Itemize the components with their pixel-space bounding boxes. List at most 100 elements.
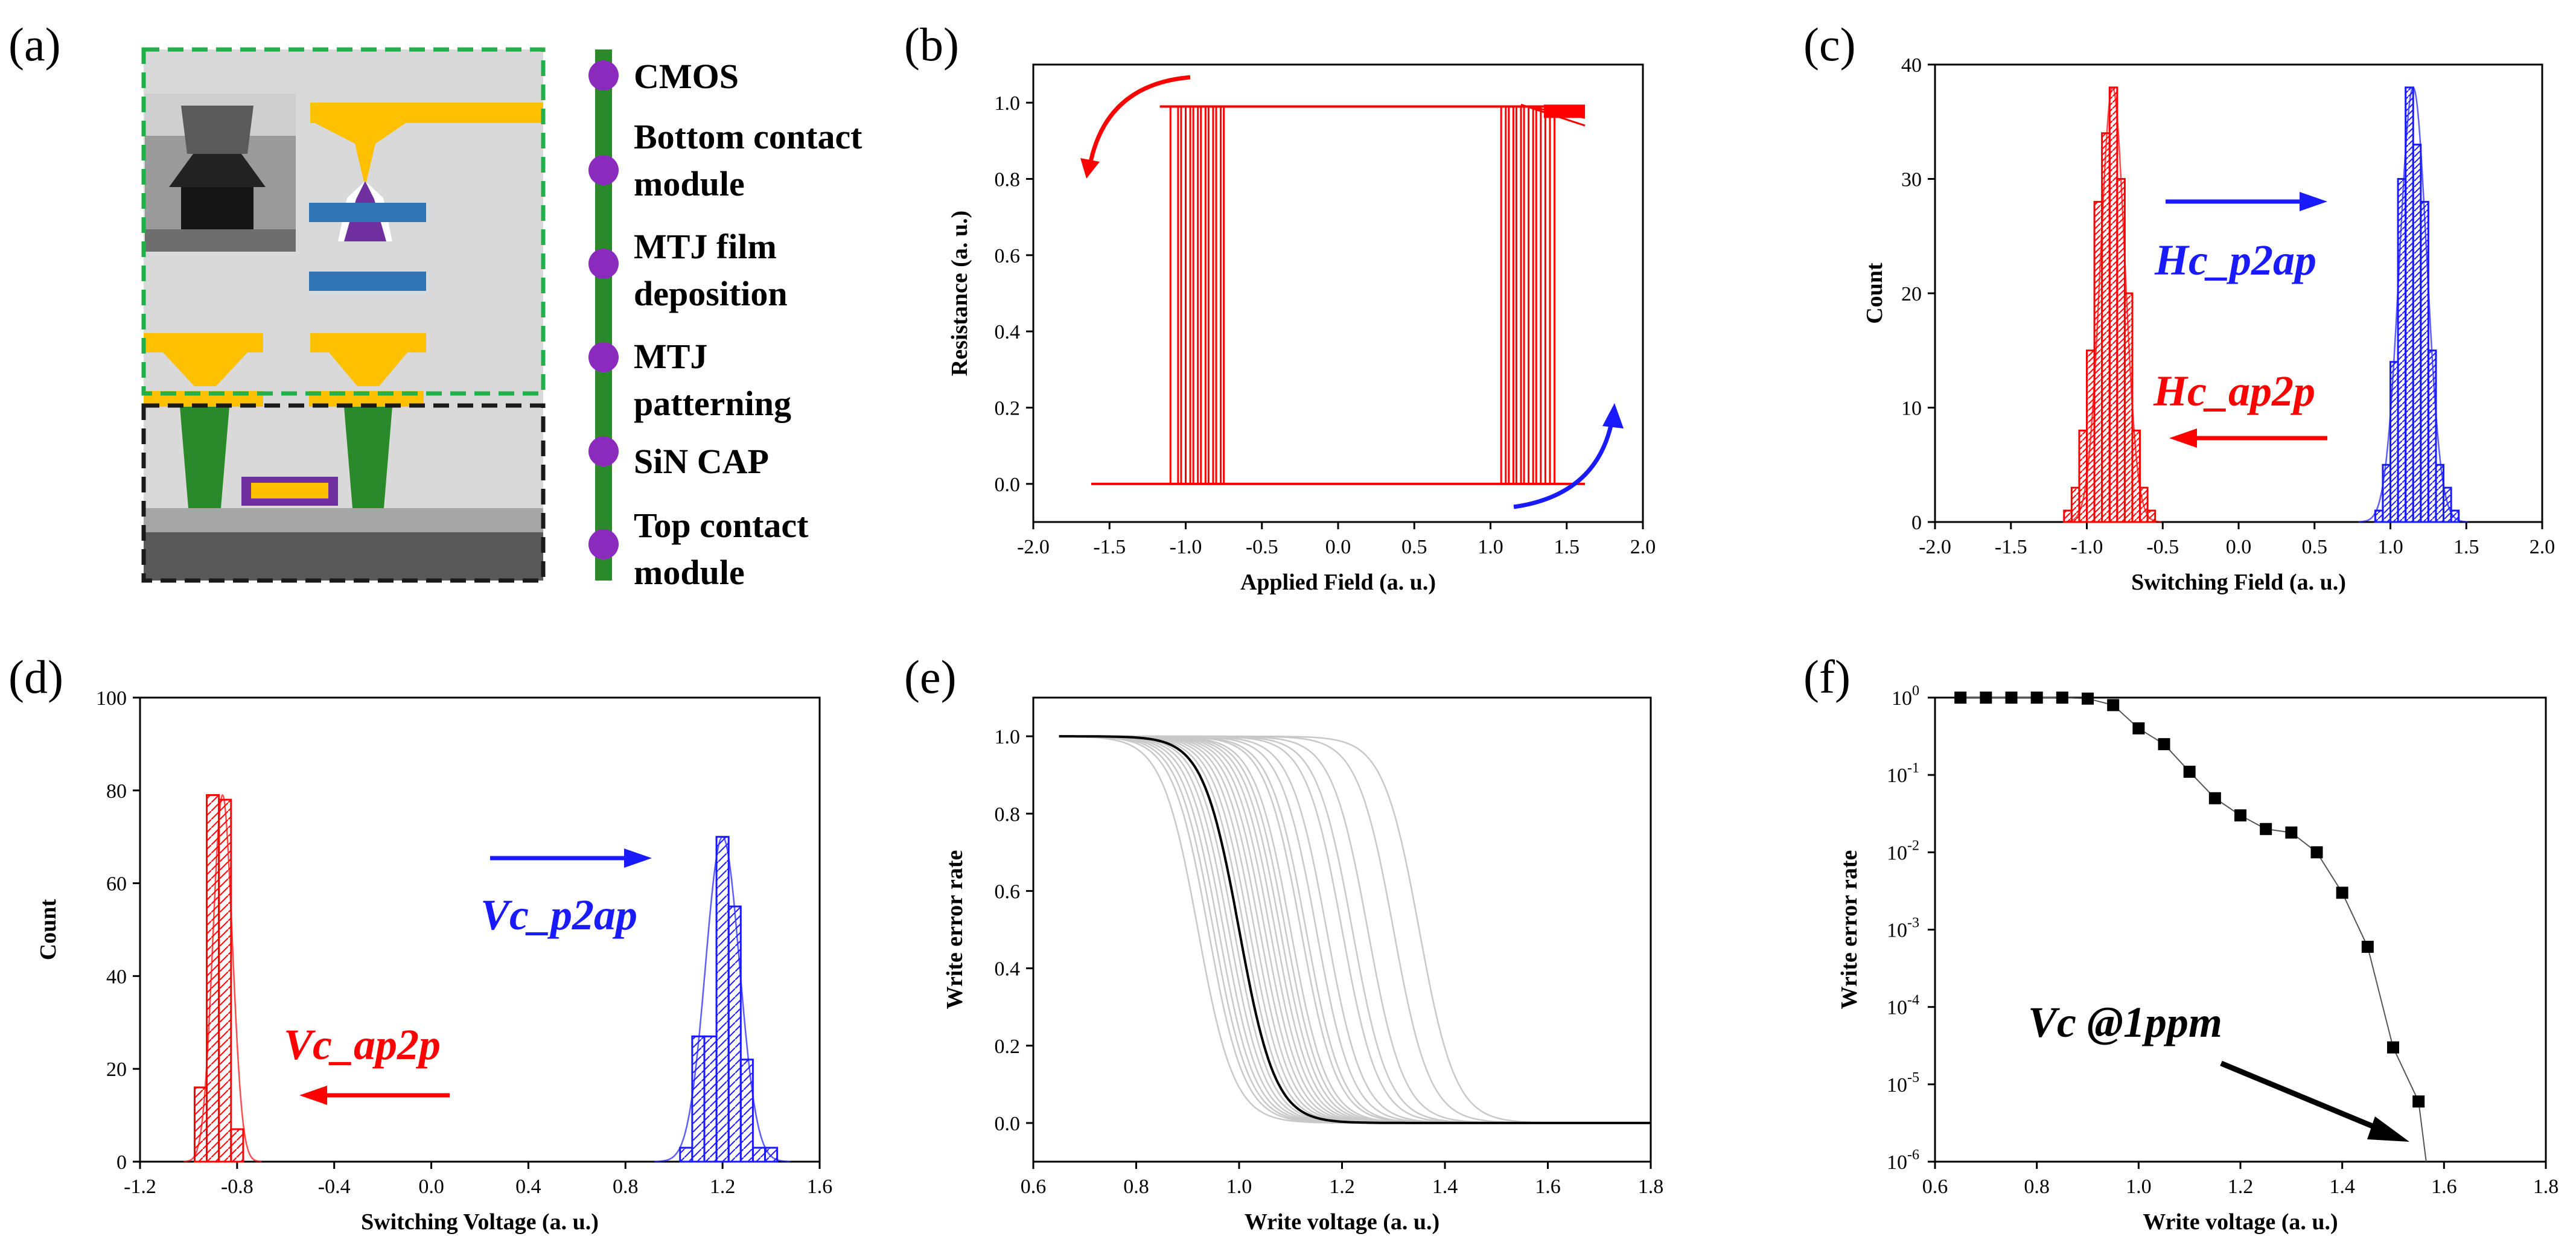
fit-curve-Hc_p2ap [2358,86,2468,523]
hist-bar-Hc_p2ap [2420,200,2429,523]
x-tick-label: -1.0 [1170,536,1202,558]
y-axis-label: Resistance (a. u.) [947,211,972,376]
x-tick-label: 0.5 [2302,536,2328,558]
flow-step-sin-cap: SiN CAP [634,442,769,481]
x-tick-label: -1.5 [1093,536,1126,558]
x-tick-label: 0.4 [515,1176,541,1198]
x-axis-label: Write voltage (a. u.) [1245,1209,1439,1235]
x-tick-label: -2.0 [1017,536,1050,558]
flow-step-mtj-film: MTJ film [634,227,777,266]
y-tick-label: 10-5 [1887,1070,1919,1096]
wer-curve-grey [1059,735,1651,1124]
chart-f-annotations: Vc @1ppm [2028,998,2409,1142]
x-tick-label: 1.2 [2228,1176,2254,1198]
wer-curve-highlight [1059,735,1651,1124]
chart-f-wer-log: 0.6 0.8 1.0 1.2 1.4 1.6 1.8 Write voltage (a. u… [1837,683,2558,1235]
wer-curve-grey [1059,735,1651,1124]
y-tick-label: 0 [1911,512,1922,534]
x-tick-label: -0.5 [1246,536,1278,558]
hist-bar-Hc_p2ap [2389,361,2399,523]
x-tick-label: 1.4 [2329,1176,2355,1198]
wer-curve-grey [1059,735,1651,1124]
sweep-down-arrowhead [1080,158,1100,179]
vc-1ppm-arrow [2220,1060,2386,1135]
tem-image-inset [145,94,296,252]
wer-log-point [2208,792,2221,804]
x-tick-label: 0.0 [418,1176,444,1198]
label-vc-1ppm: Vc @1ppm [2028,998,2222,1046]
x-tick-label: 0.6 [1922,1176,1948,1198]
substrate-layer [144,508,543,532]
x-tick-label: 2.0 [1630,536,1656,558]
y-tick-label: 10-2 [1887,838,1919,864]
plot-frame [1032,63,1644,523]
x-tick-label: 1.2 [1329,1176,1355,1198]
flow-dot-1 [588,60,619,91]
y-tick-label: 1.0 [995,92,1021,115]
wer-curve-grey [1059,735,1651,1124]
panel-label-d: (d) [8,651,63,703]
wer-curve-grey [1059,735,1651,1124]
wer-log-point [1954,692,1967,704]
hist-bar-Hc_p2ap [2397,178,2407,523]
wer-log-point [2030,692,2043,704]
y-tick-label: 0.0 [995,1113,1021,1135]
y-tick-label: 60 [106,873,127,896]
wer-curve-grey [1059,735,1651,1124]
wer-curve-grey [1059,735,1651,1124]
flow-step-mtj-patterning: MTJ [634,337,707,376]
panel-label-c: (c) [1803,18,1856,71]
x-axis-label: Switching Voltage (a. u.) [361,1209,599,1235]
x-tick-label: 1.0 [1226,1176,1252,1198]
y-tick-label: 10-4 [1887,993,1919,1019]
y-tick-label: 0.6 [995,245,1021,267]
flow-step-top-contact: Top contact [634,506,809,545]
panel-label-a: (a) [8,18,61,71]
wer-log-point [2082,692,2094,705]
ap-state-noise [1543,104,1586,118]
x-tick-label: 1.5 [2453,536,2479,558]
label-vc-ap2p: Vc_ap2p [284,1020,441,1069]
y-tick-label: 30 [1901,169,1922,191]
y-tick-label: 0.4 [995,321,1021,343]
flow-step-top-contact-2: module [634,553,745,592]
y-tick-label: 20 [1901,283,1922,305]
wer-curve-grey [1059,735,1651,1124]
wer-curve-grey [1059,735,1651,1124]
flow-dot-5 [588,436,619,466]
wer-log-point [2158,738,2170,751]
y-axis-label: Count [36,899,61,960]
flow-dot-2 [588,155,619,185]
hist-bar-Vc_ap2p [218,798,232,1163]
wer-curve-grey [1059,735,1651,1124]
wer-log-point [1980,692,1992,704]
y-tick-label: 0.2 [995,1036,1021,1058]
label-hc-p2ap: Hc_p2ap [2154,236,2316,284]
x-tick-label: -0.5 [2146,536,2179,558]
wer-curve-grey [1059,735,1651,1124]
x-tick-label: 0.5 [1401,536,1427,558]
x-tick-label: -0.4 [318,1176,351,1198]
wer-curve-grey [1059,735,1651,1124]
flow-dot-4 [588,342,619,372]
x-tick-label: -1.2 [124,1176,156,1198]
right-contact-stack [309,103,543,508]
wer-log-point [2260,823,2272,835]
wer-curve-grey [1059,735,1651,1124]
hist-bar-Vc_p2ap [679,1147,693,1163]
x-tick-label: 1.6 [1535,1176,1561,1198]
plot-frame [1934,63,2543,523]
y-tick-label: 40 [1901,54,1922,77]
wer-curve-grey [1059,735,1651,1124]
panel-label-b: (b) [904,18,959,71]
sweep-up-arrow [1513,416,1615,509]
wer-log-point [2285,826,2298,839]
fit-curve-Hc_ap2p [2064,86,2161,523]
hist-bar-Hc_ap2p [2131,429,2141,523]
wer-log-point [2234,809,2246,822]
x-axis-label: Write voltage (a. u.) [2143,1209,2338,1235]
hist-bar-Vc_p2ap [739,1058,754,1163]
hist-bar-Hc_p2ap [2427,349,2437,523]
wer-log-point [2183,765,2196,778]
